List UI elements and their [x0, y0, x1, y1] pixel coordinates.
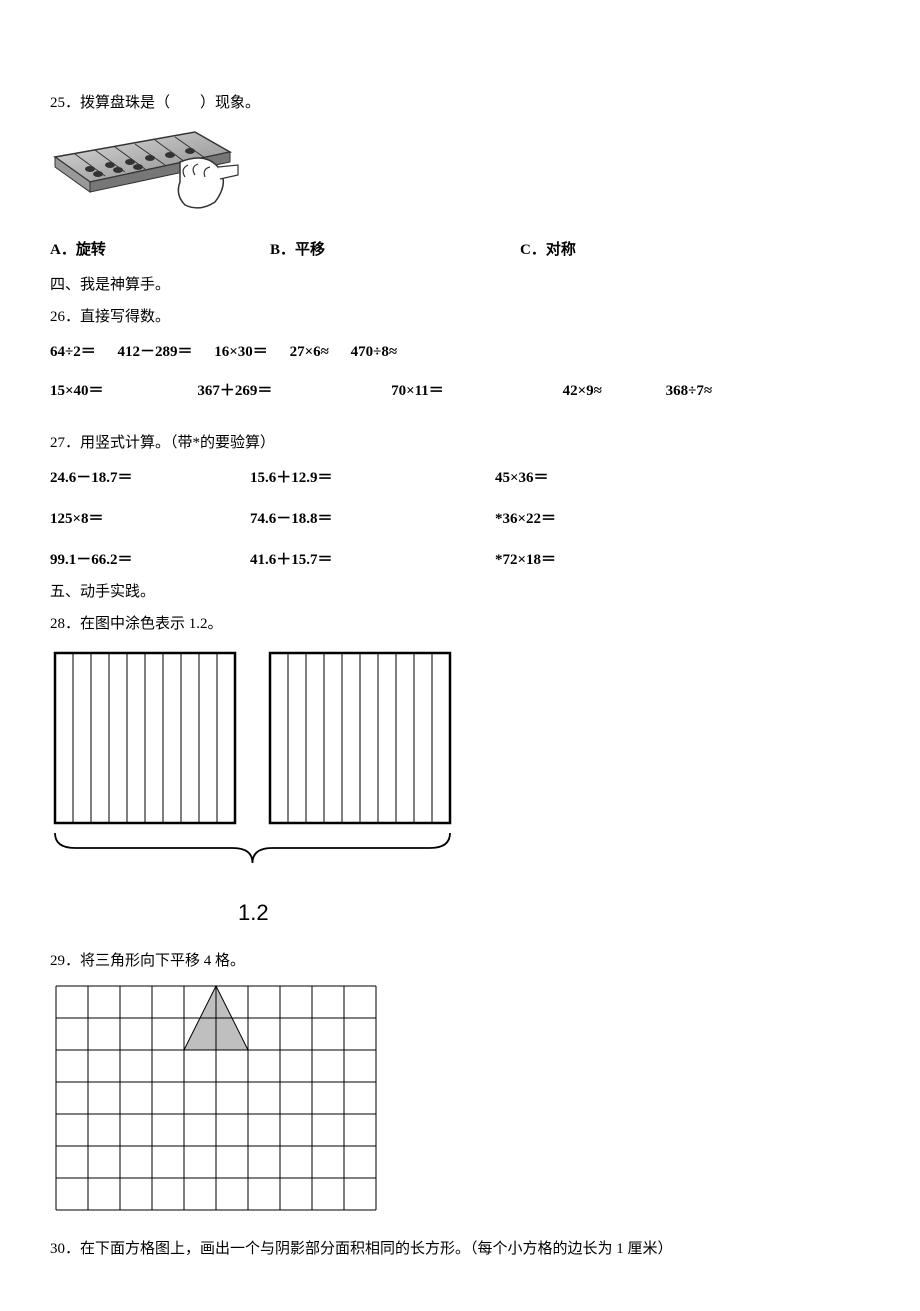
q27-r3c3: *72×18＝ — [495, 547, 870, 574]
q26-r2c2: 367＋269＝ — [197, 383, 387, 399]
question-27: 27．用竖式计算。（带*的要验算） — [50, 430, 870, 457]
q26-r2c1: 15×40＝ — [50, 383, 194, 399]
q27-r2c3: *36×22＝ — [495, 506, 870, 533]
question-25: 25．拨算盘珠是（ ）现象。 — [50, 90, 870, 117]
q26-text: 26．直接写得数。 — [50, 304, 870, 331]
abacus-image — [50, 127, 870, 222]
q26-r2c5: 368÷7≈ — [666, 383, 772, 399]
choice-c: C．对称 — [520, 237, 870, 264]
q27-r3c2: 41.6＋15.7＝ — [250, 547, 495, 574]
q26-r1c1: 64÷2＝ — [50, 344, 114, 360]
q27-text: 27．用竖式计算。（带*的要验算） — [50, 430, 870, 457]
q26-r1c5: 470÷8≈ — [351, 344, 415, 360]
choice-a: A．旋转 — [50, 237, 270, 264]
q27-r2c1: 125×8＝ — [50, 506, 250, 533]
q29-text: 29．将三角形向下平移 4 格。 — [50, 948, 870, 975]
q26-r2c3: 70×11＝ — [391, 383, 559, 399]
q25-text: 25．拨算盘珠是（ ）现象。 — [50, 90, 870, 117]
choice-b: B．平移 — [270, 237, 520, 264]
question-28: 28．在图中涂色表示 1.2。 — [50, 611, 870, 638]
q29-figure — [55, 985, 870, 1221]
q27-r1c2: 15.6＋12.9＝ — [250, 465, 495, 492]
q28-figure — [50, 648, 870, 888]
q26-r2c4: 42×9≈ — [563, 383, 662, 399]
question-29: 29．将三角形向下平移 4 格。 — [50, 948, 870, 975]
q27-grid: 24.6－18.7＝ 15.6＋12.9＝ 45×36＝ 125×8＝ 74.6… — [50, 465, 870, 574]
q25-choices: A．旋转 B．平移 C．对称 — [50, 237, 870, 264]
q27-r1c3: 45×36＝ — [495, 465, 870, 492]
q27-r2c2: 74.6－18.8＝ — [250, 506, 495, 533]
question-26: 26．直接写得数。 — [50, 304, 870, 331]
q26-r1c2: 412－289＝ — [117, 344, 210, 360]
q28-label: 1.2 — [238, 893, 870, 933]
q27-r1c1: 24.6－18.7＝ — [50, 465, 250, 492]
section-5-title: 五、动手实践。 — [50, 579, 870, 606]
q27-r3c1: 99.1－66.2＝ — [50, 547, 250, 574]
q30-text: 30．在下面方格图上，画出一个与阴影部分面积相同的长方形。（每个小方格的边长为 … — [50, 1236, 870, 1263]
q26-r1c4: 27×6≈ — [290, 344, 347, 360]
question-30: 30．在下面方格图上，画出一个与阴影部分面积相同的长方形。（每个小方格的边长为 … — [50, 1236, 870, 1263]
q26-r1c3: 16×30＝ — [214, 344, 286, 360]
section-4-title: 四、我是神算手。 — [50, 272, 870, 299]
q28-text: 28．在图中涂色表示 1.2。 — [50, 611, 870, 638]
q26-grid: 64÷2＝ 412－289＝ 16×30＝ 27×6≈ 470÷8≈ 15×40… — [50, 339, 870, 405]
